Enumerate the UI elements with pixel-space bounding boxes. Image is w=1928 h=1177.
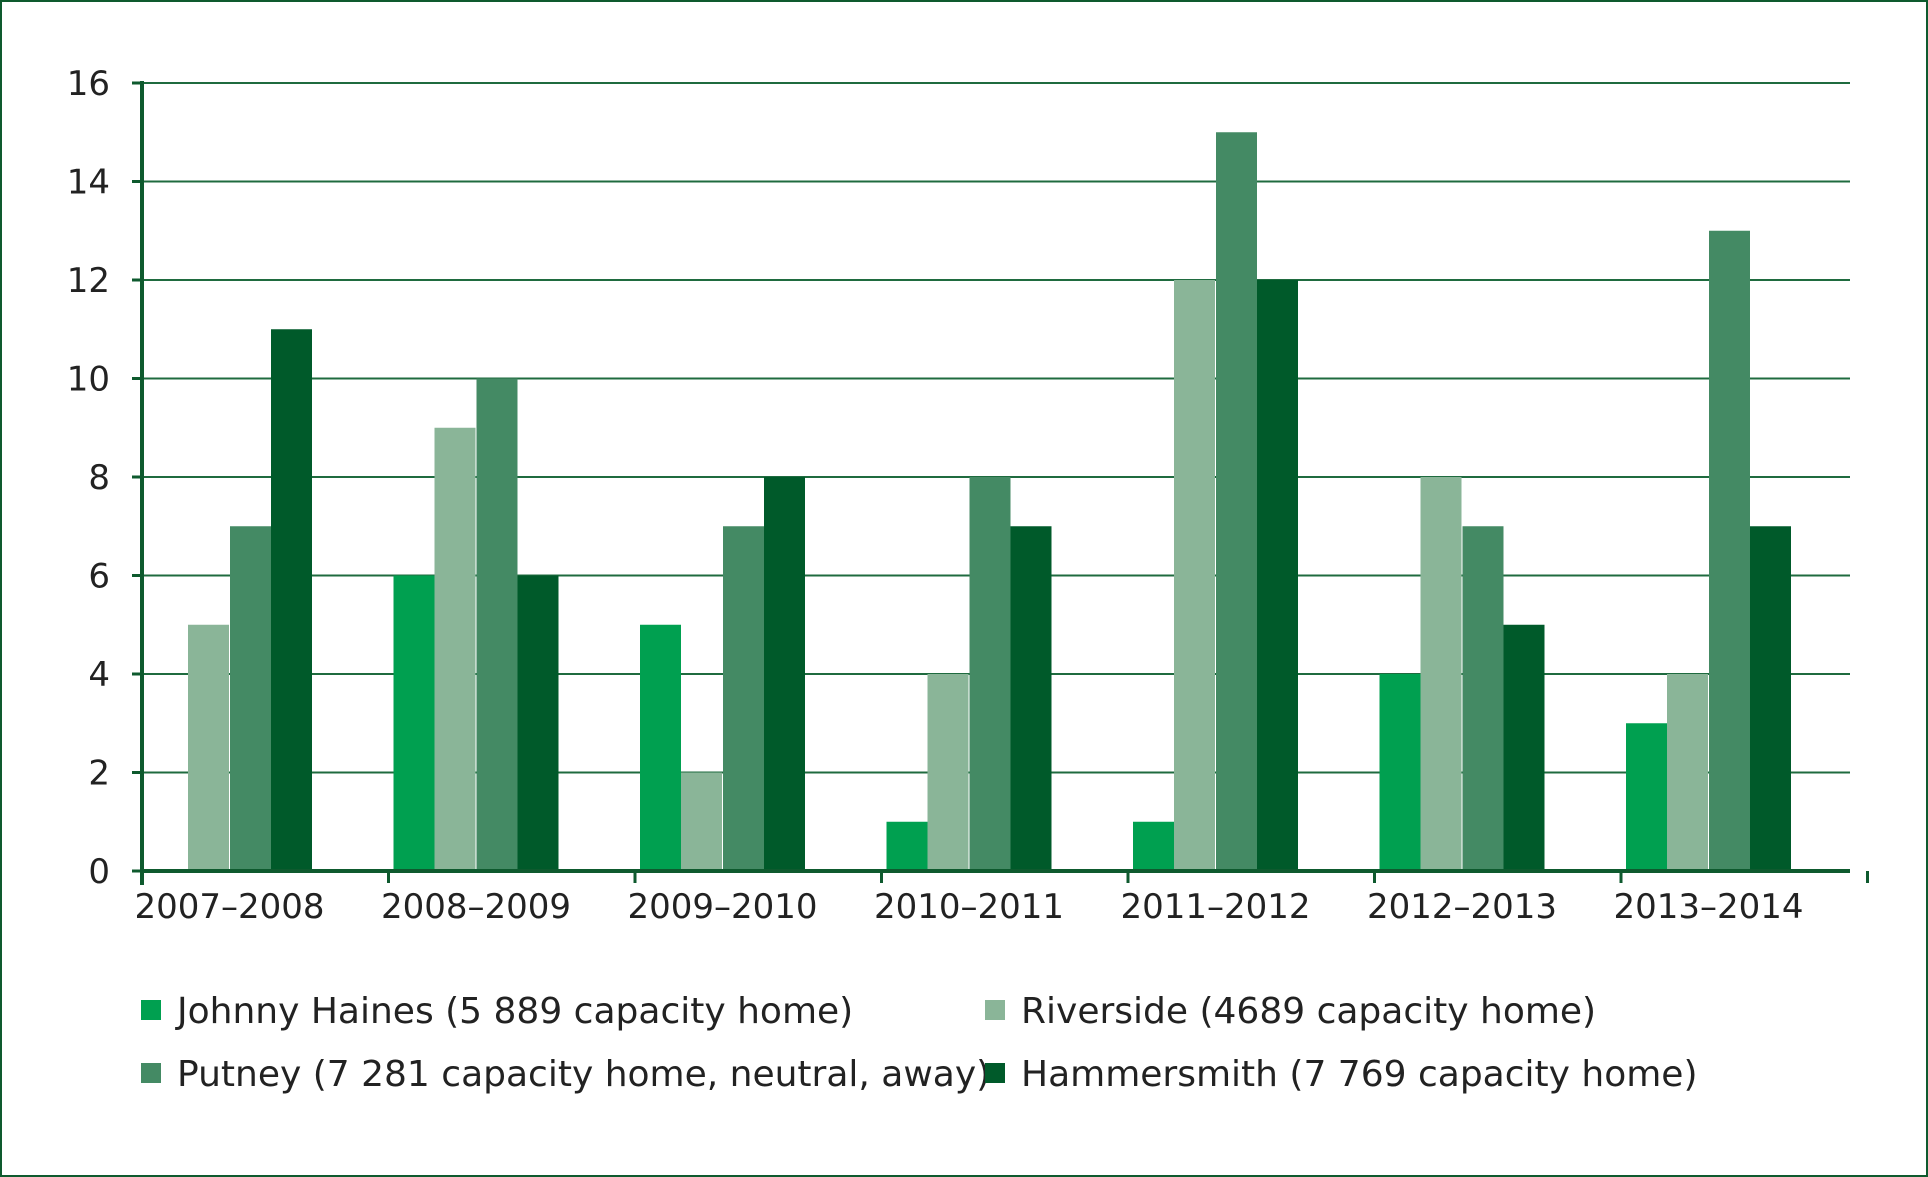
x-axis-labels: 2007–2008 2008–2009 2009–2010 2010–2011 2011…	[134, 887, 1803, 927]
bar	[1257, 280, 1298, 871]
legend-swatch	[141, 1063, 161, 1083]
x-tick-label: 2013–2014	[1613, 887, 1803, 927]
x-tick-label: 2010–2011	[874, 887, 1064, 927]
bar	[271, 329, 312, 871]
x-tick-label: 2008–2009	[381, 887, 571, 927]
legend-swatch	[985, 1000, 1005, 1020]
bar	[517, 575, 559, 871]
bar	[1667, 674, 1708, 871]
bar	[1626, 723, 1667, 871]
bar	[1010, 526, 1052, 871]
legend-label: Hammersmith (7 769 capacity home)	[1021, 1054, 1698, 1095]
bar	[1174, 280, 1215, 871]
y-tick-label: 14	[67, 163, 110, 203]
legend: Johnny Haines (5 889 capacity home) River…	[141, 991, 1698, 1095]
y-tick-label: 12	[67, 261, 110, 301]
bars	[188, 132, 1791, 871]
bar	[230, 526, 271, 871]
x-tick-label: 2007–2008	[134, 887, 324, 927]
bar	[1133, 821, 1174, 871]
bar	[640, 624, 681, 871]
bar	[434, 427, 476, 871]
x-tick-label: 2011–2012	[1120, 887, 1310, 927]
bar	[393, 575, 435, 871]
bar	[188, 624, 229, 871]
legend-swatch	[985, 1063, 1005, 1083]
bar	[1462, 526, 1504, 871]
bar	[476, 378, 518, 871]
legend-swatch	[141, 1000, 161, 1020]
bar	[1379, 674, 1421, 871]
bar	[764, 477, 805, 871]
legend-label: Putney (7 281 capacity home, neutral, aw…	[177, 1054, 990, 1095]
bar	[969, 477, 1011, 871]
y-axis-ticks: 0 2 4 6 8 10 12 14 16	[67, 64, 142, 892]
bar	[681, 772, 722, 871]
y-tick-label: 8	[88, 458, 110, 498]
bar	[886, 821, 928, 871]
x-tick-label: 2012–2013	[1367, 887, 1557, 927]
y-tick-label: 2	[88, 754, 110, 794]
y-tick-label: 0	[88, 852, 110, 892]
legend-label: Riverside (4689 capacity home)	[1021, 991, 1596, 1032]
bar	[1503, 624, 1545, 871]
bar	[927, 674, 969, 871]
legend-label: Johnny Haines (5 889 capacity home)	[175, 991, 853, 1032]
x-tick-label: 2009–2010	[627, 887, 817, 927]
y-tick-label: 6	[88, 557, 110, 597]
bar	[1750, 526, 1791, 871]
bar	[1420, 477, 1462, 871]
y-tick-label: 16	[67, 64, 110, 104]
bar	[1709, 230, 1750, 871]
bar	[1216, 132, 1257, 871]
axes	[140, 81, 1869, 885]
y-tick-label: 10	[67, 360, 110, 400]
bar	[723, 526, 764, 871]
y-tick-label: 4	[88, 655, 110, 695]
